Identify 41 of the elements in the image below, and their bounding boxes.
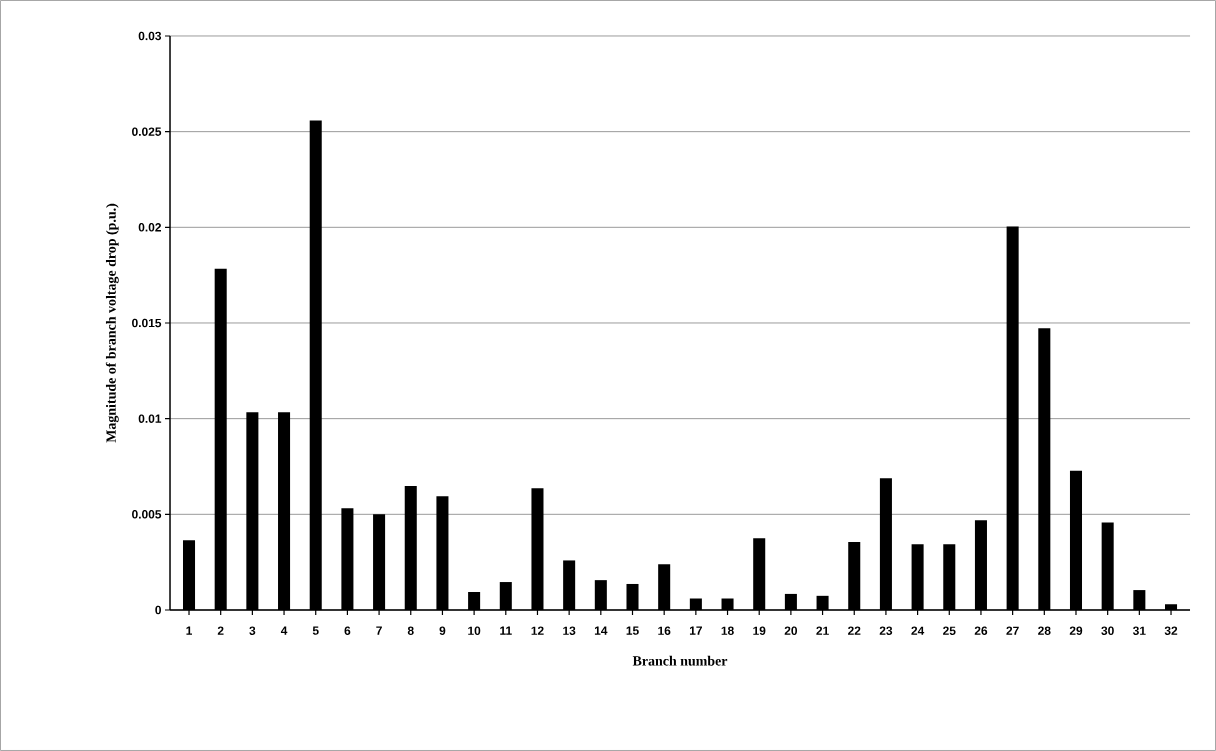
- x-tick-label: 19: [753, 626, 766, 635]
- x-tick-label: 9: [439, 626, 446, 635]
- x-tick-label: 14: [594, 626, 608, 635]
- x-tick-label: 32: [1164, 626, 1178, 635]
- y-tick-label: 0.015: [132, 318, 162, 328]
- x-tick-label: 13: [563, 626, 576, 635]
- x-tick-label: 15: [626, 626, 639, 635]
- x-axis-title: Branch number: [632, 655, 728, 666]
- x-tick-label: 6: [344, 626, 351, 635]
- x-tick-label: 10: [468, 626, 481, 635]
- x-tick-label: 20: [784, 626, 798, 635]
- x-tick-label: 17: [689, 626, 702, 635]
- x-tick-label: 5: [312, 626, 319, 635]
- x-tick-label: 21: [816, 626, 829, 635]
- x-tick-label: 22: [848, 626, 861, 635]
- x-tick-label: 31: [1132, 626, 1146, 635]
- y-tick-label: 0.01: [138, 414, 162, 423]
- x-tick-label: 25: [943, 626, 956, 635]
- x-tick-label: 4: [280, 626, 288, 635]
- y-tick-label: 0.005: [132, 510, 162, 519]
- x-tick-label: 23: [879, 626, 893, 635]
- x-tick-label: 30: [1101, 626, 1114, 635]
- y-tick-label: 0.025: [132, 127, 162, 136]
- x-tick-label: 24: [911, 626, 925, 635]
- x-tick-label: 12: [531, 626, 544, 635]
- y-axis-title: Magnitude of branch voltage drop (p.u.): [105, 203, 119, 443]
- x-tick-label: 27: [1006, 626, 1019, 635]
- x-tick-label: 3: [249, 626, 256, 635]
- x-tick-label: 2: [217, 626, 224, 635]
- x-tick-label: 1: [186, 626, 192, 635]
- x-tick-label: 7: [376, 626, 382, 635]
- x-tick-label: 29: [1069, 626, 1083, 635]
- y-tick-label: 0.02: [138, 223, 162, 232]
- x-tick-label: 16: [658, 626, 671, 635]
- x-tick-label: 28: [1038, 626, 1051, 635]
- y-tick-label: 0.03: [138, 31, 162, 41]
- x-tick-label: 18: [721, 626, 734, 635]
- x-tick-label: 8: [407, 626, 414, 635]
- x-tick-label: 11: [500, 626, 512, 635]
- y-tick-label: 0: [155, 605, 161, 615]
- x-tick-label: 26: [974, 626, 988, 635]
